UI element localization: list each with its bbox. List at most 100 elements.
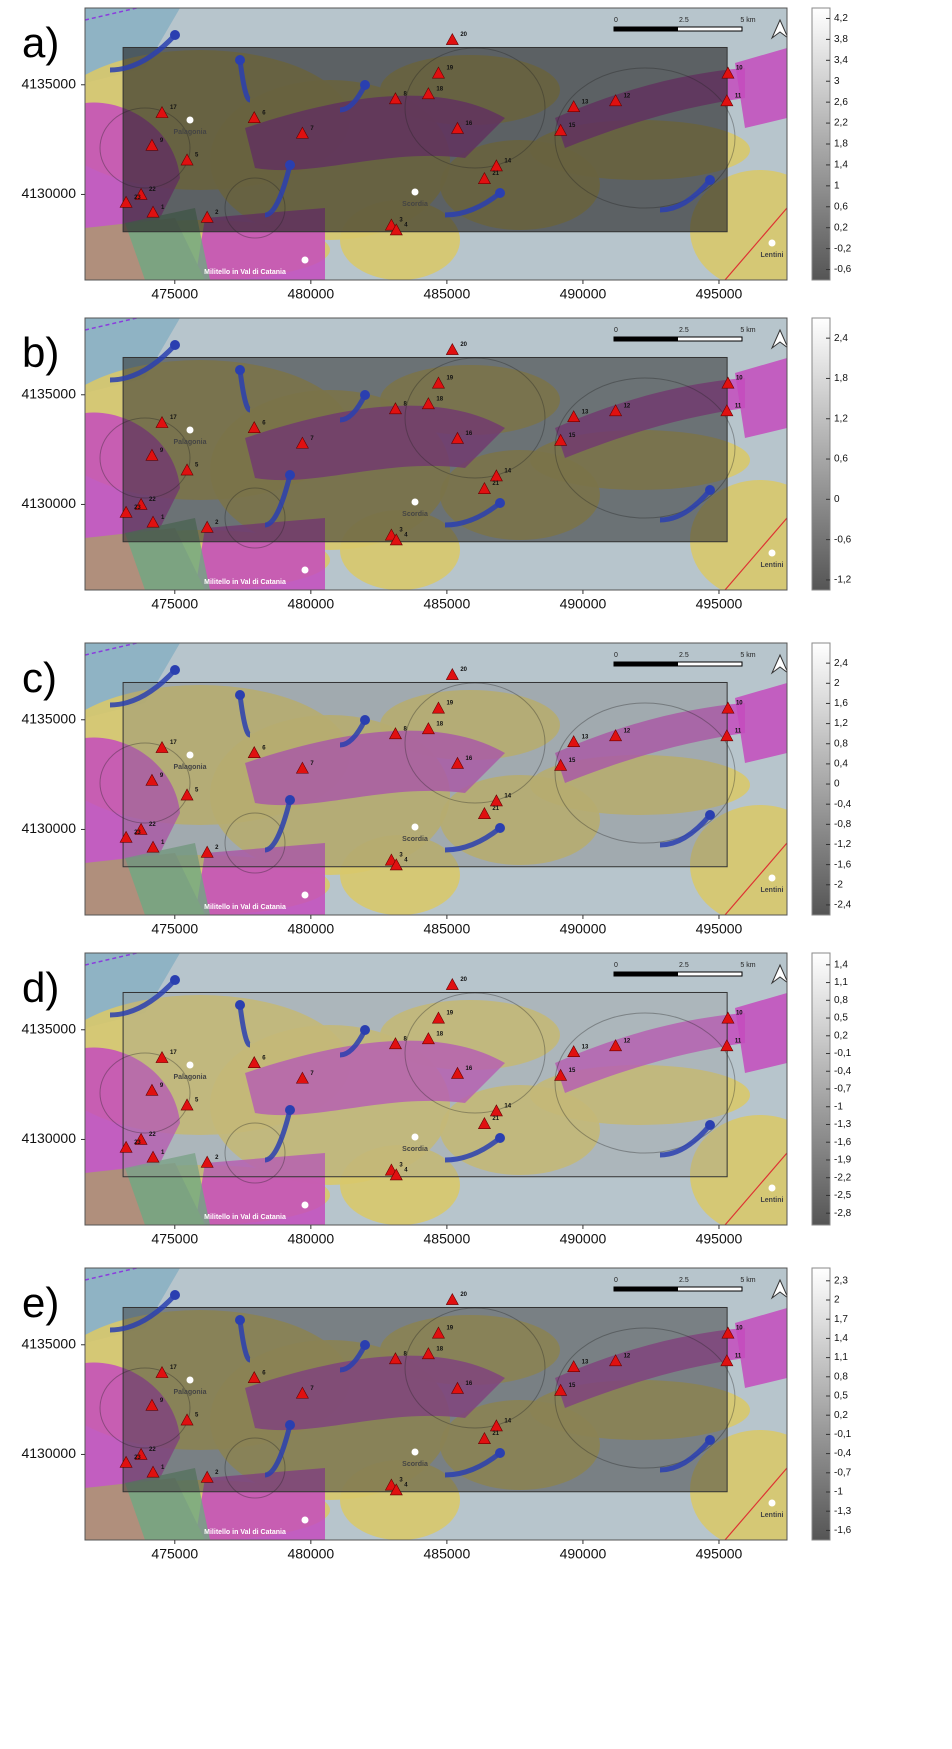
x-tick-label: 490000 (560, 1231, 607, 1247)
colorbar-tick-label: -0,7 (834, 1467, 852, 1478)
station-label: 10 (736, 66, 743, 72)
colorbar-tick-label: -1,2 (834, 839, 852, 850)
station-label: 22 (149, 187, 156, 193)
colorbar-tick-label: -0,4 (834, 1066, 852, 1077)
scale-label: 0 (614, 327, 618, 334)
x-tick-label: 495000 (696, 1546, 743, 1562)
colorbar (812, 643, 830, 915)
x-tick-label: 485000 (424, 921, 471, 937)
x-tick-label: 480000 (287, 921, 334, 937)
colorbar-tick-label: -2,8 (834, 1208, 852, 1219)
station-label: 14 (504, 1419, 511, 1425)
colorbar-tick-label: -2 (834, 879, 843, 890)
station-label: 20 (460, 977, 467, 983)
flow-arrow-head (705, 485, 715, 495)
flow-arrow-head (235, 55, 245, 65)
colorbar-tick-label: 0,8 (834, 995, 848, 1006)
town-marker (769, 1500, 776, 1507)
x-tick-label: 475000 (151, 1546, 198, 1562)
station-label: 17 (170, 740, 177, 746)
town-marker (302, 257, 309, 264)
panel-label: e) (22, 1279, 59, 1326)
station-label: 22 (149, 1132, 156, 1138)
station-label: 16 (465, 1066, 472, 1072)
x-tick-label: 495000 (696, 1231, 743, 1247)
flow-arrow-head (285, 795, 295, 805)
y-tick-label: 4135000 (21, 1335, 76, 1351)
scale-bar (614, 27, 678, 31)
page: Palagonia Scordia Militello in Val di Cata… (0, 0, 952, 1749)
place-name: Lentini (761, 1197, 784, 1204)
colorbar (812, 318, 830, 590)
station-label: 10 (736, 376, 743, 382)
town-marker (302, 892, 309, 899)
x-tick-label: 490000 (560, 286, 607, 302)
station-label: 16 (465, 756, 472, 762)
flow-arrow-head (235, 1315, 245, 1325)
station-label: 11 (735, 1353, 742, 1359)
place-name: Scordia (402, 201, 428, 208)
station-label: 15 (569, 123, 576, 129)
place-name: Lentini (761, 252, 784, 259)
x-tick-label: 480000 (287, 1546, 334, 1562)
colorbar-tick-label: 0 (834, 494, 840, 505)
place-name: Militello in Val di Catania (204, 904, 286, 911)
station-label: 14 (504, 794, 511, 800)
scale-label: 5 km (740, 962, 755, 969)
station-label: 14 (504, 159, 511, 165)
colorbar-tick-label: 0,2 (834, 1410, 848, 1421)
town-marker (412, 824, 419, 831)
scale-bar (614, 337, 678, 341)
town-marker (187, 1377, 194, 1384)
colorbar-tick-label: 2,4 (834, 333, 848, 344)
town-marker (187, 1062, 194, 1069)
station-label: 20 (460, 32, 467, 38)
station-label: 13 (582, 409, 589, 415)
flow-arrow-head (235, 365, 245, 375)
station-label: 10 (736, 1326, 743, 1332)
flow-arrow-head (495, 1133, 505, 1143)
flow-arrow-head (705, 1120, 715, 1130)
scale-label: 2.5 (679, 1277, 689, 1284)
station-label: 17 (170, 415, 177, 421)
colorbar-tick-label: 1,2 (834, 413, 848, 424)
place-name: Palagonia (173, 1074, 206, 1081)
y-tick-label: 4130000 (21, 1130, 76, 1146)
flow-arrow-head (495, 1448, 505, 1458)
scale-label: 5 km (740, 652, 755, 659)
station-label: 16 (465, 431, 472, 437)
x-tick-label: 480000 (287, 596, 334, 612)
x-tick-label: 475000 (151, 596, 198, 612)
map: PalagoniaScordiaMilitello in Val di Cata… (50, 943, 830, 1235)
station-label: 10 (736, 1011, 743, 1017)
colorbar-tick-label: -0,1 (834, 1048, 852, 1059)
station-label: 23 (134, 195, 141, 201)
map: PalagoniaScordiaMilitello in Val di Cata… (50, 1258, 830, 1550)
colorbar-tick-label: 0,6 (834, 454, 848, 465)
x-tick-label: 490000 (560, 921, 607, 937)
place-name: Militello in Val di Catania (204, 269, 286, 276)
colorbar-tick-label: 1,1 (834, 977, 848, 988)
station-label: 23 (134, 830, 141, 836)
station-label: 20 (460, 342, 467, 348)
scale-label: 2.5 (679, 17, 689, 24)
station-label: 11 (735, 728, 742, 734)
colorbar (812, 1268, 830, 1540)
colorbar-tick-label: -0,4 (834, 1448, 852, 1459)
place-name: Lentini (761, 887, 784, 894)
colorbar-tick-label: 1,4 (834, 160, 848, 171)
station-label: 13 (582, 99, 589, 105)
y-tick-label: 4130000 (21, 1445, 76, 1461)
station-label: 15 (569, 1068, 576, 1074)
scale-label: 0 (614, 17, 618, 24)
station-label: 22 (149, 1447, 156, 1453)
colorbar-tick-label: 2,6 (834, 97, 848, 108)
colorbar-tick-label: 0,5 (834, 1391, 848, 1402)
colorbar-tick-label: -1 (834, 1101, 843, 1112)
y-tick-label: 4130000 (21, 495, 76, 511)
place-name: Lentini (761, 1512, 784, 1519)
scale-bar (614, 1287, 678, 1291)
place-name: Scordia (402, 1146, 428, 1153)
colorbar-tick-label: 1,2 (834, 718, 848, 729)
flow-arrow-head (495, 498, 505, 508)
